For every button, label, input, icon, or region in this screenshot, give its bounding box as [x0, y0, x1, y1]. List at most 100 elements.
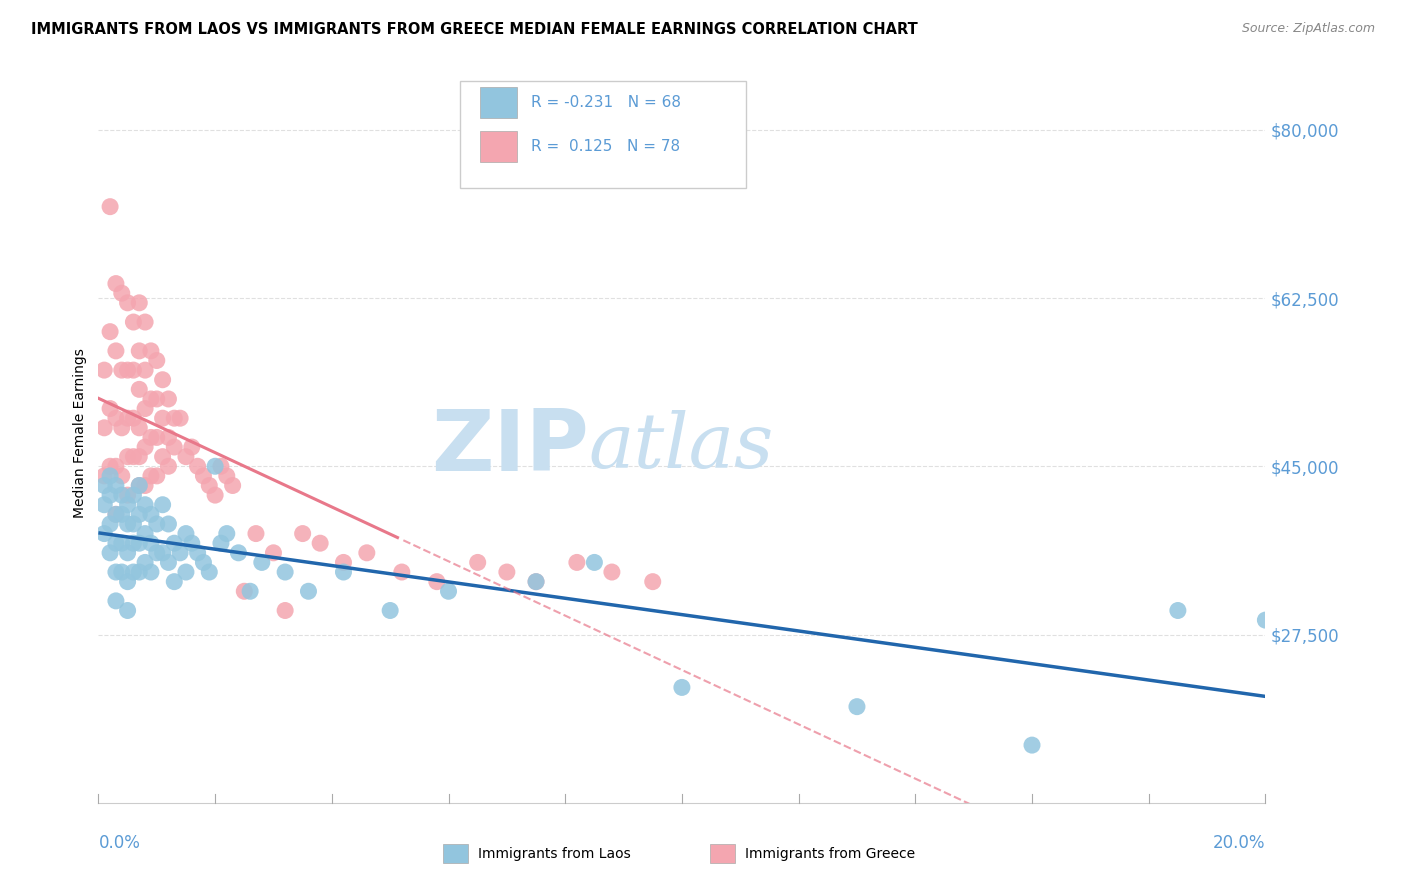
- Point: [93, 363, 115, 377]
- Point: [1254, 613, 1277, 627]
- Text: R = -0.231   N = 68: R = -0.231 N = 68: [531, 95, 682, 110]
- Point: [262, 546, 284, 560]
- Point: [122, 488, 145, 502]
- Point: [104, 478, 127, 492]
- Point: [309, 536, 332, 550]
- Point: [98, 325, 121, 339]
- Point: [93, 469, 115, 483]
- Point: [117, 488, 139, 502]
- Point: [239, 584, 262, 599]
- Point: [93, 478, 115, 492]
- Bar: [479, 87, 517, 118]
- Point: [524, 574, 547, 589]
- Point: [174, 526, 197, 541]
- Point: [104, 594, 127, 608]
- Point: [128, 478, 150, 492]
- Point: [128, 536, 150, 550]
- Point: [157, 392, 180, 406]
- Point: [122, 565, 145, 579]
- FancyBboxPatch shape: [460, 81, 747, 188]
- Point: [846, 699, 869, 714]
- Point: [104, 343, 127, 358]
- Text: R =  0.125   N = 78: R = 0.125 N = 78: [531, 139, 681, 154]
- Point: [111, 286, 134, 301]
- Point: [117, 498, 139, 512]
- Text: Immigrants from Greece: Immigrants from Greece: [745, 847, 915, 861]
- Point: [157, 556, 180, 570]
- Point: [146, 516, 169, 531]
- Point: [117, 574, 139, 589]
- Text: 20.0%: 20.0%: [1213, 834, 1265, 852]
- Point: [117, 450, 139, 464]
- Point: [128, 421, 150, 435]
- Point: [139, 343, 162, 358]
- Point: [128, 508, 150, 522]
- Point: [117, 516, 139, 531]
- Point: [128, 565, 150, 579]
- Point: [152, 450, 174, 464]
- Point: [93, 421, 115, 435]
- Point: [600, 565, 623, 579]
- Point: [565, 556, 588, 570]
- Point: [152, 411, 174, 425]
- Point: [274, 603, 297, 617]
- Point: [139, 565, 162, 579]
- Text: Source: ZipAtlas.com: Source: ZipAtlas.com: [1241, 22, 1375, 36]
- Point: [1021, 738, 1043, 752]
- Point: [98, 516, 121, 531]
- Point: [198, 478, 221, 492]
- Point: [163, 574, 186, 589]
- Text: atlas: atlas: [589, 410, 773, 484]
- Point: [163, 411, 186, 425]
- Point: [134, 526, 156, 541]
- Point: [245, 526, 267, 541]
- Point: [134, 478, 156, 492]
- Y-axis label: Median Female Earnings: Median Female Earnings: [73, 348, 87, 517]
- Point: [134, 363, 156, 377]
- Point: [111, 421, 134, 435]
- Point: [111, 565, 134, 579]
- Point: [117, 603, 139, 617]
- Text: Immigrants from Laos: Immigrants from Laos: [478, 847, 631, 861]
- Point: [128, 343, 150, 358]
- Point: [157, 430, 180, 444]
- Point: [152, 373, 174, 387]
- Point: [93, 526, 115, 541]
- Point: [250, 556, 273, 570]
- Point: [169, 411, 191, 425]
- Point: [104, 536, 127, 550]
- Point: [204, 488, 226, 502]
- Point: [122, 450, 145, 464]
- Point: [1167, 603, 1189, 617]
- Point: [146, 353, 169, 368]
- Point: [332, 565, 354, 579]
- Point: [139, 469, 162, 483]
- Point: [157, 516, 180, 531]
- Point: [117, 295, 139, 310]
- Point: [134, 315, 156, 329]
- Point: [152, 546, 174, 560]
- Point: [111, 536, 134, 550]
- Point: [98, 459, 121, 474]
- Point: [215, 526, 238, 541]
- Point: [426, 574, 449, 589]
- Point: [128, 478, 150, 492]
- Point: [117, 546, 139, 560]
- Point: [671, 681, 693, 695]
- Point: [128, 295, 150, 310]
- Point: [169, 546, 191, 560]
- Point: [146, 392, 169, 406]
- Point: [98, 488, 121, 502]
- Point: [93, 498, 115, 512]
- Point: [98, 546, 121, 560]
- Point: [128, 450, 150, 464]
- Point: [104, 277, 127, 291]
- Point: [98, 200, 121, 214]
- Point: [146, 430, 169, 444]
- Point: [139, 536, 162, 550]
- Point: [356, 546, 378, 560]
- Point: [297, 584, 319, 599]
- Point: [233, 584, 256, 599]
- Point: [157, 459, 180, 474]
- Point: [98, 401, 121, 416]
